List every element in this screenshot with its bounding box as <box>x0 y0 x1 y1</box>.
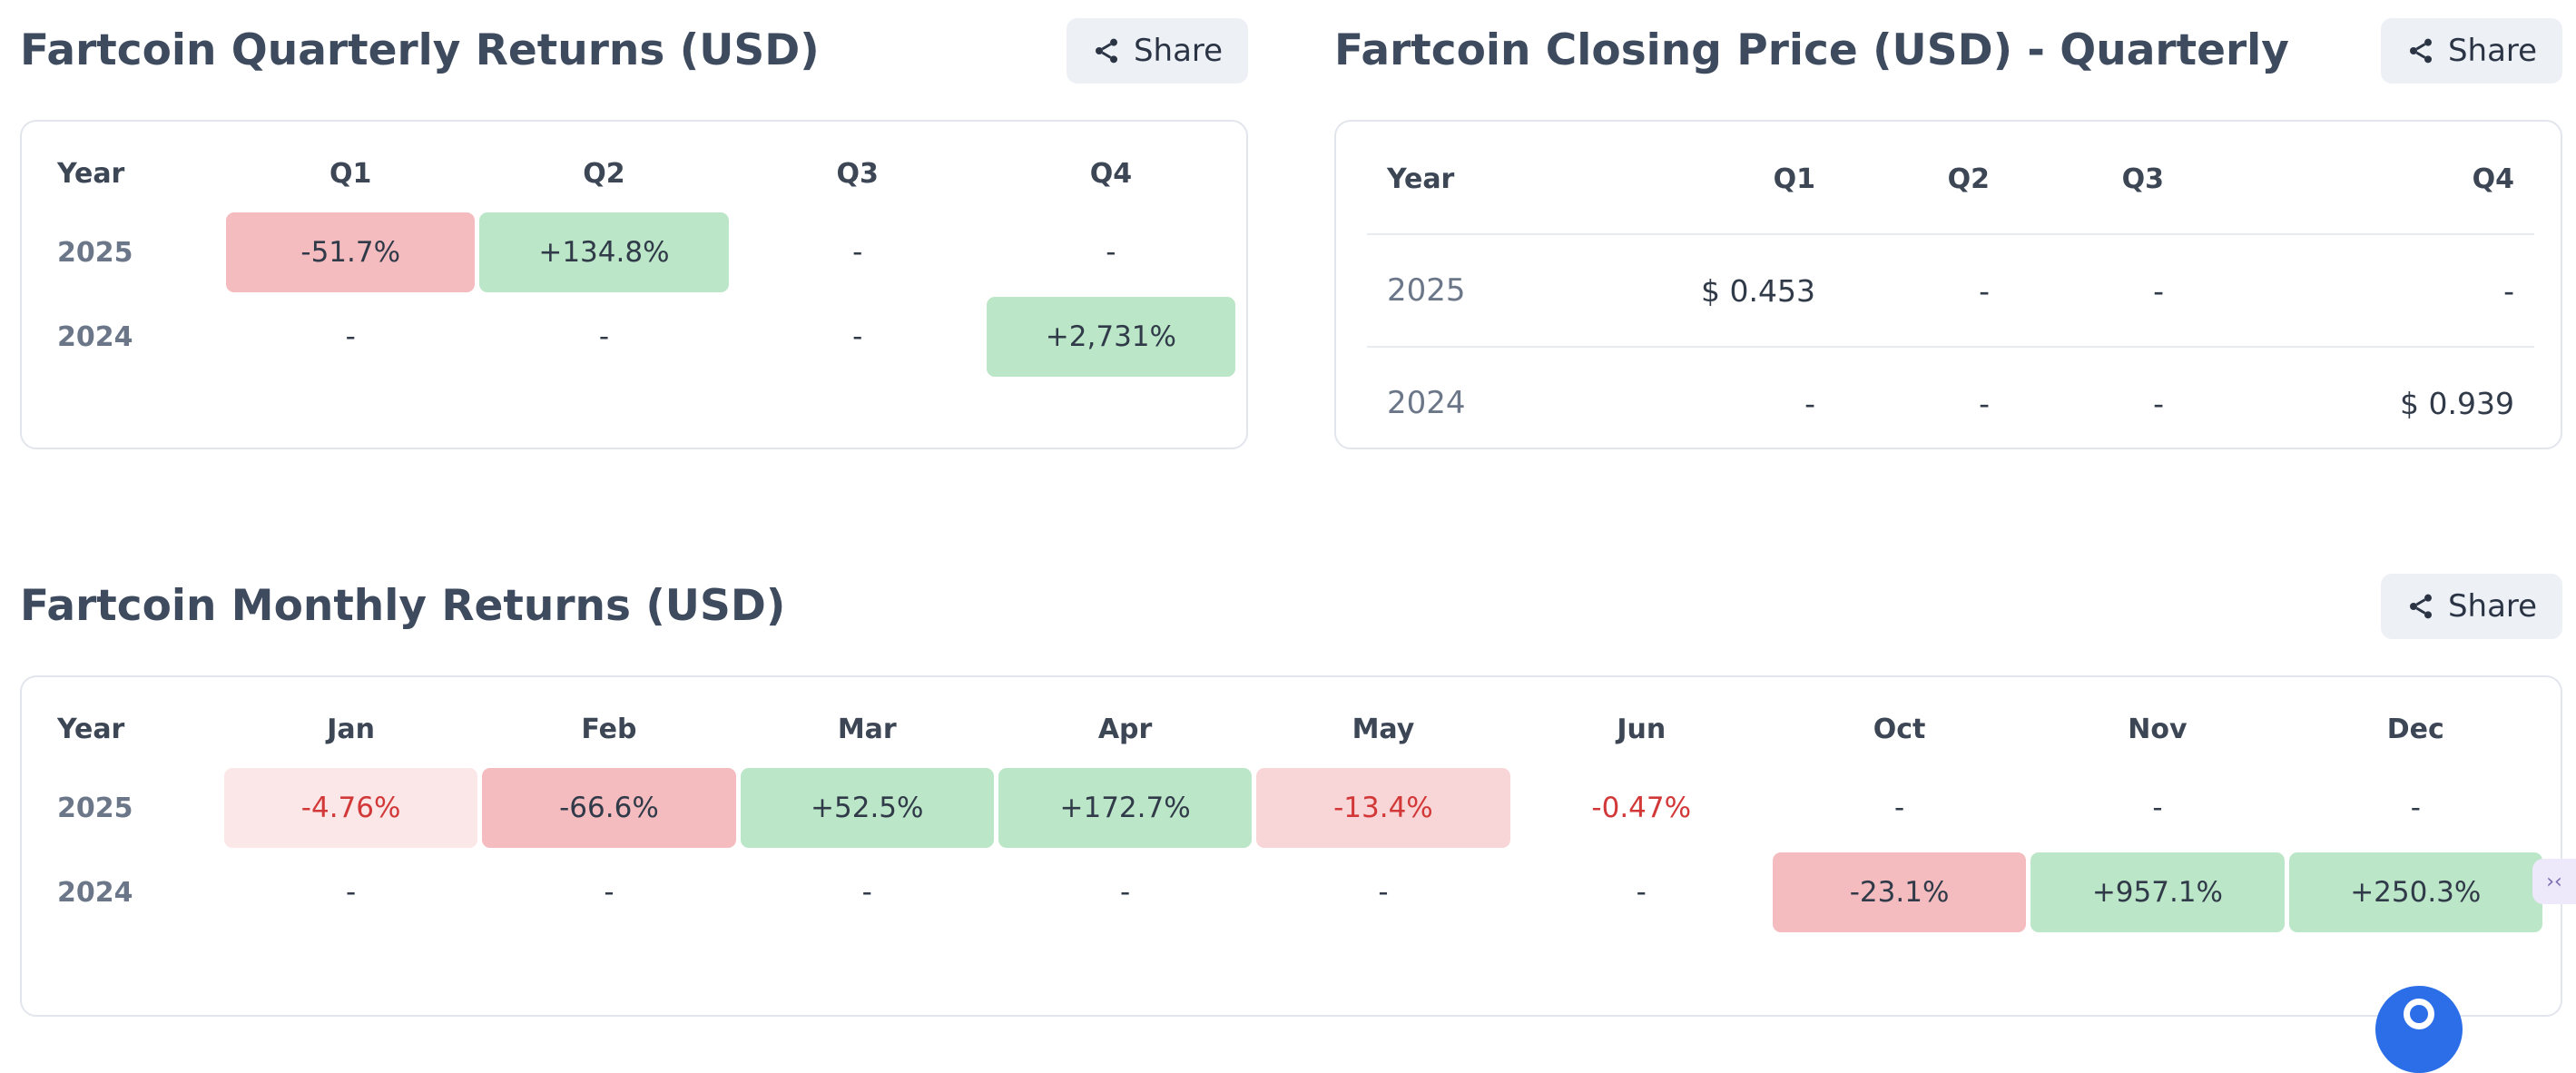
return-cell: +134.8% <box>479 212 729 292</box>
column-header: Mar <box>837 713 897 745</box>
return-cell: - <box>2410 792 2421 824</box>
closing-price-title: Fartcoin Closing Price (USD) - Quarterly <box>1334 25 2289 75</box>
year-cell: 2025 <box>57 236 133 269</box>
column-header: Apr <box>1097 713 1153 745</box>
return-cell: - <box>852 320 863 353</box>
share-icon <box>1092 36 1121 65</box>
share-icon <box>2406 36 2435 65</box>
price-cell: - <box>2184 234 2534 348</box>
price-cell: $ 0.453 <box>1639 234 1835 348</box>
return-cell: - <box>852 236 863 269</box>
share-button-label: Share <box>2447 588 2538 625</box>
year-cell: 2025 <box>1367 234 1639 348</box>
return-cell: - <box>1120 876 1131 909</box>
table-row: 2024 - - - - - - -23.1% +957.1% +250.3% <box>37 852 2542 932</box>
year-cell: 2024 <box>1387 385 1466 421</box>
column-header: Year <box>57 713 125 745</box>
table-row: 2025 -4.76% -66.6% +52.5% +172.7% -13.4%… <box>37 768 2542 848</box>
column-header: Q3 <box>2010 124 2184 235</box>
table-row: 2024 - - - +2,731% <box>37 297 1235 377</box>
table-header-row: Year Q1 Q2 Q3 Q4 <box>1367 124 2534 235</box>
return-cell: - <box>2152 792 2163 824</box>
column-header: Q2 <box>1835 124 2010 235</box>
year-cell: 2025 <box>57 792 133 824</box>
chat-bubble-icon[interactable] <box>2375 986 2463 1073</box>
column-header: Jan <box>327 713 375 745</box>
column-header: Q4 <box>1089 157 1133 190</box>
return-cell: - <box>598 320 610 353</box>
price-cell: $ 0.939 <box>2400 385 2514 421</box>
return-cell: - <box>1106 236 1116 269</box>
price-cell: - <box>1835 234 2010 348</box>
return-cell: -4.76% <box>223 768 478 848</box>
return-cell: +172.7% <box>998 768 1253 848</box>
quarterly-returns-table: Year Q1 Q2 Q3 Q4 2025 -51.7% +134.8% - -… <box>33 134 1240 381</box>
return-cell: -23.1% <box>1772 852 2027 932</box>
column-header: Jun <box>1617 713 1667 745</box>
quarterly-returns-title: Fartcoin Quarterly Returns (USD) <box>20 25 820 75</box>
return-cell: +250.3% <box>2288 852 2542 932</box>
table-header-row: Year Q1 Q2 Q3 Q4 <box>37 139 1235 208</box>
table-header-row: Year Jan Feb Mar Apr May Jun Oct Nov Dec <box>37 694 2542 763</box>
return-cell: -51.7% <box>226 212 476 292</box>
price-cell: - <box>2153 385 2164 421</box>
return-cell: - <box>1636 876 1647 909</box>
price-cell: - <box>1804 385 1815 421</box>
table-row: 2025 -51.7% +134.8% - - <box>37 212 1235 292</box>
monthly-returns-table: Year Jan Feb Mar Apr May Jun Oct Nov Dec… <box>33 690 2547 937</box>
column-header: Q3 <box>836 157 879 190</box>
return-cell: +957.1% <box>2030 852 2285 932</box>
column-header: Oct <box>1873 713 1926 745</box>
price-cell: - <box>2010 234 2184 348</box>
return-cell: - <box>345 320 356 353</box>
quarterly-returns-card: Year Q1 Q2 Q3 Q4 2025 -51.7% +134.8% - -… <box>20 120 1248 449</box>
collapse-arrows-icon[interactable]: ›‹ <box>2532 859 2576 904</box>
return-cell: - <box>346 876 357 909</box>
column-header: Q4 <box>2184 124 2534 235</box>
column-header: May <box>1352 713 1415 745</box>
return-cell: +2,731% <box>986 297 1235 377</box>
column-header: Nov <box>2128 713 2188 745</box>
column-header: Dec <box>2386 713 2444 745</box>
return-cell: -13.4% <box>1256 768 1510 848</box>
column-header: Q1 <box>329 157 372 190</box>
closing-price-table: Year Q1 Q2 Q3 Q4 2025 $ 0.453 - - - 2024… <box>1367 124 2534 458</box>
share-button-label: Share <box>1133 33 1224 69</box>
return-cell: +52.5% <box>740 768 994 848</box>
quarterly-returns-share-button[interactable]: Share <box>1067 18 1248 84</box>
return-cell: -66.6% <box>482 768 736 848</box>
return-cell: - <box>1378 876 1389 909</box>
return-cell: -0.47% <box>1591 792 1692 824</box>
share-icon <box>2406 592 2435 621</box>
share-button-label: Share <box>2447 33 2538 69</box>
year-cell: 2024 <box>57 320 133 353</box>
monthly-returns-title: Fartcoin Monthly Returns (USD) <box>20 581 786 631</box>
closing-price-share-button[interactable]: Share <box>2381 18 2562 84</box>
return-cell: - <box>1893 792 1905 824</box>
monthly-returns-share-button[interactable]: Share <box>2381 574 2562 639</box>
column-header: Year <box>57 157 125 190</box>
closing-price-card: Year Q1 Q2 Q3 Q4 2025 $ 0.453 - - - 2024… <box>1334 120 2562 449</box>
price-cell: - <box>1979 385 1990 421</box>
table-row: 2025 $ 0.453 - - - <box>1367 234 2534 348</box>
column-header: Q2 <box>583 157 625 190</box>
return-cell: - <box>861 876 872 909</box>
monthly-returns-card: Year Jan Feb Mar Apr May Jun Oct Nov Dec… <box>20 675 2562 1017</box>
return-cell: - <box>604 876 615 909</box>
table-row: 2024 - - - $ 0.939 <box>1367 347 2534 458</box>
column-header: Year <box>1367 124 1639 235</box>
year-cell: 2024 <box>57 876 133 909</box>
column-header: Feb <box>581 713 637 745</box>
column-header: Q1 <box>1639 124 1835 235</box>
